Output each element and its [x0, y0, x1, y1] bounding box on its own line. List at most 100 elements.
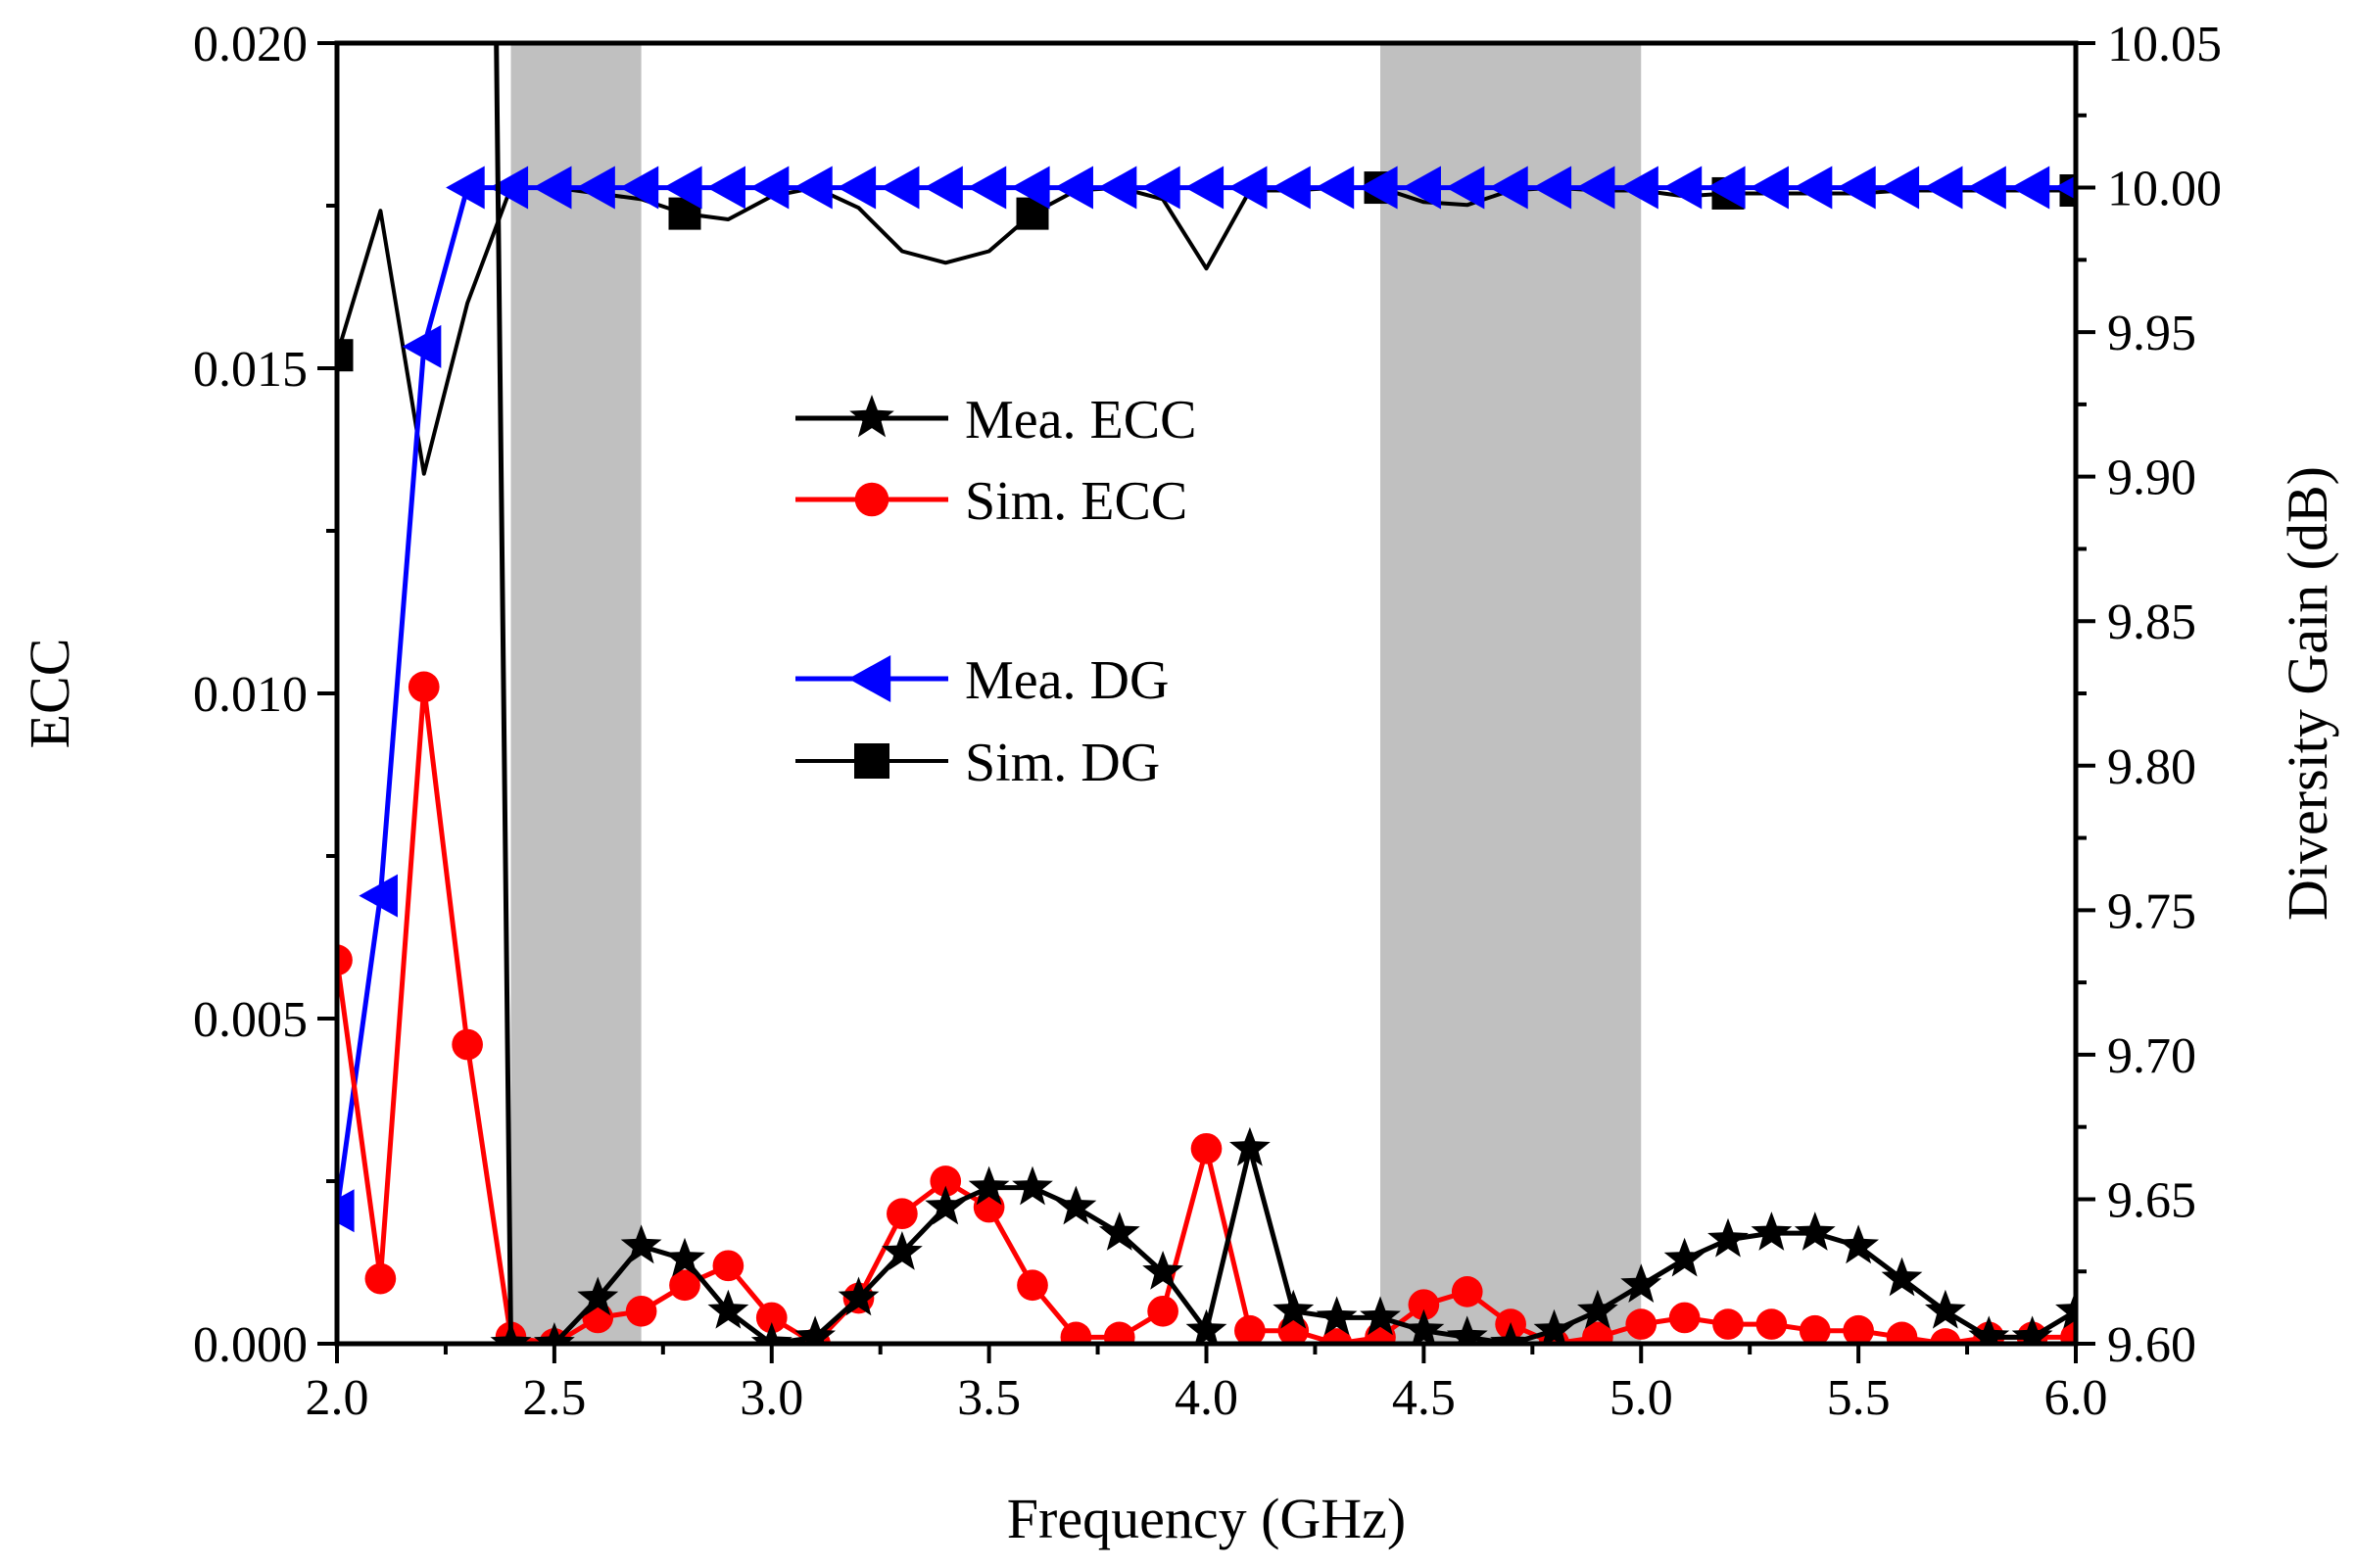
data-point [930, 1165, 962, 1197]
data-point [337, 944, 353, 976]
x-tick-label: 3.0 [740, 1370, 803, 1426]
y2-tick-label: 10.05 [2107, 17, 2222, 72]
data-point [1881, 1257, 1923, 1297]
data-point [1707, 1217, 1749, 1258]
data-point [1055, 1185, 1097, 1225]
y-tick-label: 0.020 [193, 17, 308, 72]
data-point [1968, 1315, 2010, 1344]
legend-label: Sim. ECC [965, 471, 1187, 532]
legend-item-sim-ecc: Sim. ECC [795, 471, 1187, 532]
data-point [1967, 166, 2006, 210]
shaded-bands [510, 43, 1642, 1344]
legend-label: Mea. DG [965, 650, 1169, 711]
data-point [663, 166, 702, 210]
data-point [2054, 175, 2076, 200]
data-point [1012, 1165, 1053, 1206]
y2-tick-label: 9.65 [2107, 1172, 2196, 1228]
y2-tick-label: 9.75 [2107, 883, 2196, 939]
x-tick-label: 4.5 [1392, 1370, 1456, 1426]
legend-marker [848, 655, 891, 702]
y-tick-label: 0.010 [193, 667, 308, 723]
data-point [1925, 1289, 1966, 1329]
data-point [1185, 1308, 1227, 1344]
data-point [924, 166, 963, 210]
data-point [1533, 1308, 1575, 1344]
data-point [1273, 1289, 1315, 1329]
y-axis-left: 0.000 0.005 0.010 0.015 0.020 [193, 17, 337, 1373]
series-mea-dg [337, 166, 2076, 1233]
data-point [968, 1165, 1010, 1206]
data-point [359, 874, 398, 918]
data-point [1360, 1296, 1401, 1336]
data-point [1751, 1212, 1793, 1251]
y2-tick-label: 9.95 [2107, 306, 2196, 361]
y2-axis-title: Diversity Gain (dB) [2276, 466, 2339, 921]
shaded-band-2 [1380, 43, 1642, 1344]
data-point [1490, 1322, 1531, 1344]
x-axis: 2.0 2.5 3.0 3.5 4.0 4.5 5.0 5.5 6.0 [306, 1344, 2108, 1426]
data-point [749, 166, 790, 210]
shaded-band-1 [510, 43, 642, 1344]
data-point [1103, 1321, 1135, 1344]
data-point [1234, 1314, 1266, 1344]
data-point [2055, 1289, 2076, 1329]
data-point [337, 1189, 355, 1233]
data-point [664, 1237, 705, 1277]
data-point [1316, 1296, 1358, 1336]
data-point [1229, 1126, 1271, 1166]
data-point [1321, 1328, 1353, 1344]
data-point [750, 1322, 793, 1344]
y-axis-title: ECC [18, 639, 81, 749]
y-tick-label: 0.000 [193, 1317, 308, 1373]
y2-tick-label: 9.70 [2107, 1028, 2196, 1084]
data-point [576, 166, 615, 210]
data-point [1582, 1321, 1613, 1344]
data-point [1793, 166, 1833, 210]
legend-label: Sim. DG [965, 733, 1160, 793]
data-point [1227, 166, 1268, 210]
data-point [490, 1322, 532, 1344]
data-point [887, 1198, 918, 1230]
data-point [1408, 1289, 1440, 1321]
data-point [1706, 166, 1746, 210]
data-point [1060, 1321, 1092, 1344]
data-point [1098, 1212, 1140, 1251]
y2-tick-label: 9.85 [2107, 594, 2196, 650]
data-point [364, 1262, 397, 1295]
data-point [452, 1028, 483, 1061]
data-point [1054, 166, 1093, 210]
data-point [1886, 1321, 1918, 1344]
y2-tick-label: 10.00 [2107, 162, 2222, 217]
legend-marker [854, 743, 889, 779]
data-point [408, 671, 440, 703]
data-point [1575, 166, 1615, 210]
data-point [1272, 166, 1311, 210]
data-point [1532, 166, 1572, 210]
y-tick-label: 0.015 [193, 342, 308, 398]
legend-item-mea-dg: Mea. DG [795, 650, 1169, 711]
data-point [1880, 166, 1920, 210]
data-point [1668, 1302, 1701, 1334]
data-point [1663, 1237, 1705, 1277]
data-point [882, 1231, 923, 1270]
plot-series [337, 43, 2076, 1344]
x-axis-title: Frequency (GHz) [1007, 1487, 1406, 1550]
data-point [1451, 1276, 1483, 1307]
data-point [1794, 1212, 1836, 1251]
x-tick-label: 6.0 [2044, 1370, 2108, 1426]
data-point [1402, 166, 1441, 210]
data-point [1712, 1308, 1744, 1340]
data-point [1097, 166, 1137, 210]
data-point [1923, 166, 1963, 210]
x-tick-label: 2.5 [522, 1370, 586, 1426]
data-point [1750, 166, 1789, 210]
data-point [577, 1276, 619, 1316]
data-point [1315, 166, 1355, 210]
data-point [925, 1185, 967, 1225]
data-point [1838, 1224, 1879, 1264]
data-point [1619, 166, 1658, 210]
data-point [880, 166, 920, 210]
y-axis-right: 9.60 9.65 9.70 9.75 9.80 9.85 9.90 9.95 10.00 10.… [2076, 17, 2222, 1373]
data-point [337, 339, 354, 372]
data-point [1577, 1289, 1618, 1329]
